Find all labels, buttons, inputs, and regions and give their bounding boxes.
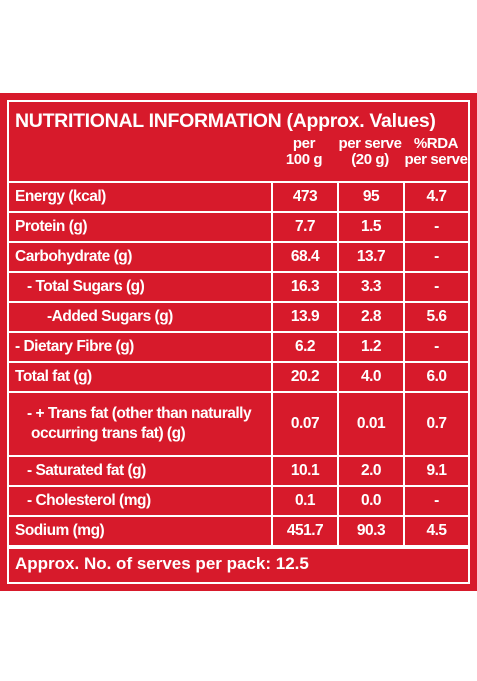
- row-rda: -: [403, 211, 468, 243]
- col-head-per-serve-line2: (20 g): [351, 151, 389, 168]
- row-per100: 6.2: [271, 331, 339, 363]
- table-row: -Added Sugars (g) 13.9 2.8 5.6: [9, 301, 468, 333]
- row-rda: -: [403, 241, 468, 273]
- table-row: - + Trans fat (other than naturally occu…: [9, 391, 468, 457]
- row-label-line1: - + Trans fat (other than naturally: [27, 405, 252, 422]
- row-serve: 90.3: [337, 515, 405, 547]
- nutrition-table: Energy (kcal) 473 95 4.7 Protein (g) 7.7…: [9, 181, 468, 547]
- table-row: - Cholesterol (mg) 0.1 0.0 -: [9, 485, 468, 517]
- row-label: - Cholesterol (mg): [9, 485, 273, 517]
- row-rda: -: [403, 485, 468, 517]
- row-serve: 3.3: [337, 271, 405, 303]
- serves-per-pack: Approx. No. of serves per pack: 12.5: [15, 554, 309, 573]
- row-per100: 68.4: [271, 241, 339, 273]
- row-rda: 9.1: [403, 455, 468, 487]
- row-label: Total fat (g): [9, 361, 273, 393]
- row-serve: 2.8: [337, 301, 405, 333]
- row-label: -Added Sugars (g): [9, 301, 273, 333]
- row-rda: 4.5: [403, 515, 468, 547]
- row-per100: 20.2: [271, 361, 339, 393]
- row-serve: 95: [337, 181, 405, 213]
- row-label: Sodium (mg): [9, 515, 273, 547]
- row-serve: 2.0: [337, 455, 405, 487]
- col-head-rda-line2: per serve: [404, 151, 468, 168]
- row-rda: 0.7: [403, 391, 468, 457]
- col-head-per100: per 100 g: [271, 136, 337, 168]
- row-serve: 1.5: [337, 211, 405, 243]
- col-head-per100-line2: 100 g: [285, 151, 323, 168]
- row-label: Energy (kcal): [9, 181, 273, 213]
- row-per100: 451.7: [271, 515, 339, 547]
- table-row: - Dietary Fibre (g) 6.2 1.2 -: [9, 331, 468, 363]
- row-label: - Dietary Fibre (g): [9, 331, 273, 363]
- row-per100: 0.1: [271, 485, 339, 517]
- row-rda: 5.6: [403, 301, 468, 333]
- row-per100: 7.7: [271, 211, 339, 243]
- row-serve: 13.7: [337, 241, 405, 273]
- nutrition-frame: NUTRITIONAL INFORMATION (Approx. Values)…: [7, 100, 470, 584]
- row-label: Protein (g): [9, 211, 273, 243]
- row-label: - + Trans fat (other than naturally occu…: [9, 391, 273, 457]
- table-row: Energy (kcal) 473 95 4.7: [9, 181, 468, 213]
- row-rda: 6.0: [403, 361, 468, 393]
- table-row: Total fat (g) 20.2 4.0 6.0: [9, 361, 468, 393]
- table-row: Carbohydrate (g) 68.4 13.7 -: [9, 241, 468, 273]
- row-per100: 0.07: [271, 391, 339, 457]
- col-head-per-serve-line1: per serve: [338, 135, 402, 152]
- table-row: Protein (g) 7.7 1.5 -: [9, 211, 468, 243]
- nutrition-label: NUTRITIONAL INFORMATION (Approx. Values)…: [0, 93, 477, 591]
- row-serve: 0.0: [337, 485, 405, 517]
- row-serve: 1.2: [337, 331, 405, 363]
- row-rda: -: [403, 271, 468, 303]
- col-head-per-serve: per serve (20 g): [337, 136, 403, 168]
- col-head-rda-line1: %RDA: [413, 135, 459, 152]
- row-per100: 10.1: [271, 455, 339, 487]
- row-label-line2: occurring trans fat) (g): [31, 425, 186, 442]
- row-serve: 4.0: [337, 361, 405, 393]
- row-label: Carbohydrate (g): [9, 241, 273, 273]
- row-label: - Saturated fat (g): [9, 455, 273, 487]
- row-label: - Total Sugars (g): [9, 271, 273, 303]
- table-row: Sodium (mg) 451.7 90.3 4.5: [9, 515, 468, 547]
- nutrition-title: NUTRITIONAL INFORMATION (Approx. Values): [15, 110, 436, 132]
- table-row: - Saturated fat (g) 10.1 2.0 9.1: [9, 455, 468, 487]
- row-per100: 473: [271, 181, 339, 213]
- row-rda: -: [403, 331, 468, 363]
- footer-divider: [9, 547, 468, 549]
- row-per100: 16.3: [271, 271, 339, 303]
- col-head-per100-line1: per: [292, 135, 316, 152]
- row-rda: 4.7: [403, 181, 468, 213]
- row-per100: 13.9: [271, 301, 339, 333]
- row-serve: 0.01: [337, 391, 405, 457]
- col-head-rda: %RDA per serve: [403, 136, 469, 168]
- table-row: - Total Sugars (g) 16.3 3.3 -: [9, 271, 468, 303]
